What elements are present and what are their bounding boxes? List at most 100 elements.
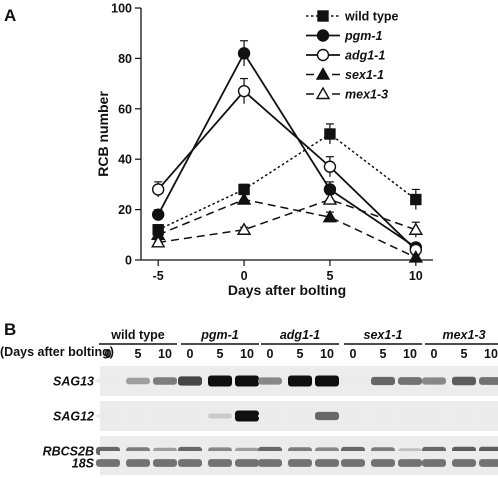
gel-band [315, 411, 339, 421]
x-tick-label: 10 [409, 269, 423, 283]
y-axis-title: RCB number [95, 91, 111, 177]
gel-band [258, 414, 282, 418]
panel-b-letter: B [4, 320, 16, 339]
y-tick-label: 80 [118, 52, 132, 66]
gel-band [288, 414, 312, 418]
gel-lane-label: 10 [403, 347, 417, 361]
gel-band [422, 377, 446, 385]
series-line [157, 198, 417, 259]
gel-band [371, 414, 395, 418]
legend-marker [316, 29, 330, 42]
gel-lane-label: 0 [187, 347, 194, 361]
data-point [237, 47, 251, 60]
legend-label: pgm-1 [344, 29, 383, 43]
data-point [150, 234, 166, 248]
gel-lane-label: 10 [484, 347, 498, 361]
gel-lane-label: 0 [267, 347, 274, 361]
gel-band [288, 375, 312, 387]
gel-row-SAG12: SAG12 [53, 401, 498, 431]
gel-band [258, 377, 282, 385]
panel-a-letter: A [4, 6, 16, 25]
data-point [323, 160, 337, 173]
x-axis-title: Days after bolting [228, 282, 346, 298]
legend-marker [315, 86, 331, 100]
gel-lane-label: 5 [380, 347, 387, 361]
legend-label: mex1-3 [345, 88, 388, 102]
gel-lane-label: 10 [240, 347, 254, 361]
gel-band [422, 414, 446, 418]
gel-lane-label: 5 [135, 347, 142, 361]
data-point [408, 250, 424, 263]
gel-band [341, 379, 365, 383]
y-tick-label: 0 [125, 254, 132, 268]
legend-label: sex1-1 [345, 68, 384, 82]
gel-row-label: 18S [72, 457, 95, 471]
gel-lane-label: 5 [297, 347, 304, 361]
gel-lane-label: 5 [217, 347, 224, 361]
gel-band [398, 414, 422, 418]
gel-row-label: SAG12 [53, 410, 94, 424]
series-line [157, 89, 417, 251]
legend-marker [317, 10, 329, 22]
gel-group-label: pgm-1 [200, 328, 239, 342]
rt-pcr-gel: (Days after bolting) wild type pgm-1 adg1-… [0, 328, 498, 475]
gel-band [153, 459, 177, 467]
gel-lane-labels: 0 5 10 0 5 10 0 5 10 0 5 10 0 5 10 [105, 347, 498, 361]
data-point [151, 183, 165, 196]
y-tick-label: 20 [118, 203, 132, 217]
data-point [322, 192, 338, 205]
gel-row-18S: 18S [72, 451, 498, 475]
data-point [236, 222, 252, 235]
gel-band [479, 414, 498, 418]
legend-marker [316, 48, 330, 62]
series-sex1-1 [150, 192, 424, 263]
gel-band [479, 377, 498, 385]
gel-band [178, 414, 202, 418]
gel-band [153, 414, 177, 418]
x-ticks: -5 0 5 10 [153, 260, 423, 283]
gel-band [422, 459, 446, 467]
gel-band [178, 459, 202, 467]
lane-header: (Days after bolting) [0, 345, 114, 359]
y-tick-label: 100 [111, 2, 132, 16]
series-mex1-3 [150, 192, 424, 248]
gel-lane-label: 0 [105, 347, 112, 361]
gel-band [235, 375, 259, 387]
data-point [322, 209, 338, 223]
data-point [236, 192, 252, 205]
x-tick-label: -5 [153, 269, 164, 283]
y-tick-label: 40 [118, 153, 132, 167]
gel-band [288, 459, 312, 467]
legend-label: adg1-1 [345, 49, 385, 63]
legend: wild type pgm-1 adg1-1 sex1-1 mex1-3 [306, 10, 399, 102]
y-ticks: 0 20 40 60 80 100 [111, 2, 141, 268]
gel-band [208, 459, 232, 467]
gel-band [208, 375, 232, 387]
gel-band [235, 410, 259, 422]
gel-group-label: adg1-1 [280, 328, 320, 342]
data-point [151, 208, 165, 221]
data-point [237, 84, 251, 98]
series-line [157, 133, 417, 231]
gel-band [96, 459, 120, 467]
gel-band [479, 459, 498, 467]
series-wild-type [152, 123, 422, 236]
series-adg1-1 [151, 77, 423, 257]
gel-row-label: SAG13 [53, 375, 94, 389]
gel-lane-label: 5 [461, 347, 468, 361]
x-tick-label: 5 [326, 269, 333, 283]
data-point [324, 128, 336, 140]
y-tick-label: 60 [118, 102, 132, 116]
rcb-line-chart: 0 20 40 60 80 100 -5 0 5 10 RCB number Days afte… [95, 2, 433, 298]
gel-band [371, 376, 395, 386]
gel-band [341, 414, 365, 418]
gel-row-SAG13: SAG13 [53, 366, 498, 396]
gel-group-label: wild type [110, 328, 165, 342]
gel-band [96, 414, 120, 418]
gel-lane-label: 10 [320, 347, 334, 361]
gel-group-label: sex1-1 [364, 328, 403, 342]
legend-marker [315, 67, 331, 80]
gel-band [341, 459, 365, 467]
series-line [158, 198, 417, 244]
